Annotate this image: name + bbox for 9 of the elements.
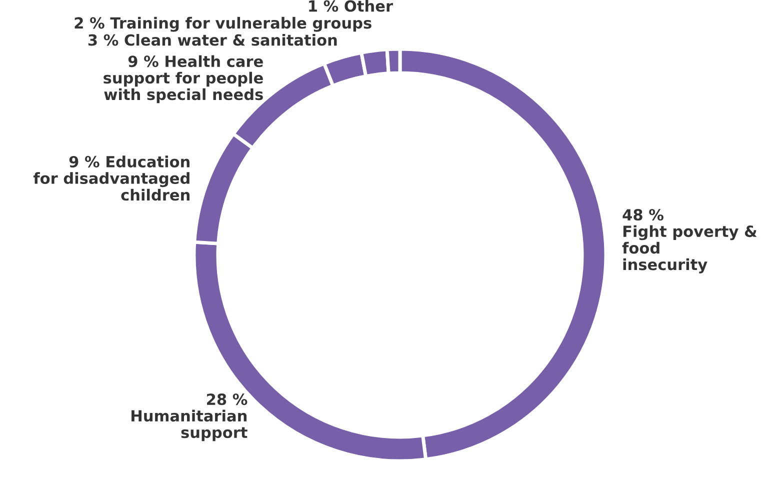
data-label: 48 % bbox=[622, 208, 664, 221]
slice-label: 9 % Health care support for people with special needs bbox=[104, 55, 263, 104]
slice-label: Fight poverty & food insecurity bbox=[622, 225, 757, 274]
slice-label: 1 % Other bbox=[309, 0, 393, 12]
data-label: 28 % bbox=[207, 394, 248, 406]
slice-label: Humanitarian support bbox=[132, 410, 248, 442]
slice-label: 3 % Clean water & sanitation bbox=[88, 34, 337, 46]
slice-label: 9 % Education for disadvantaged children bbox=[33, 156, 190, 201]
slice-label: 2 % Training for vulnerable groups bbox=[74, 16, 372, 32]
